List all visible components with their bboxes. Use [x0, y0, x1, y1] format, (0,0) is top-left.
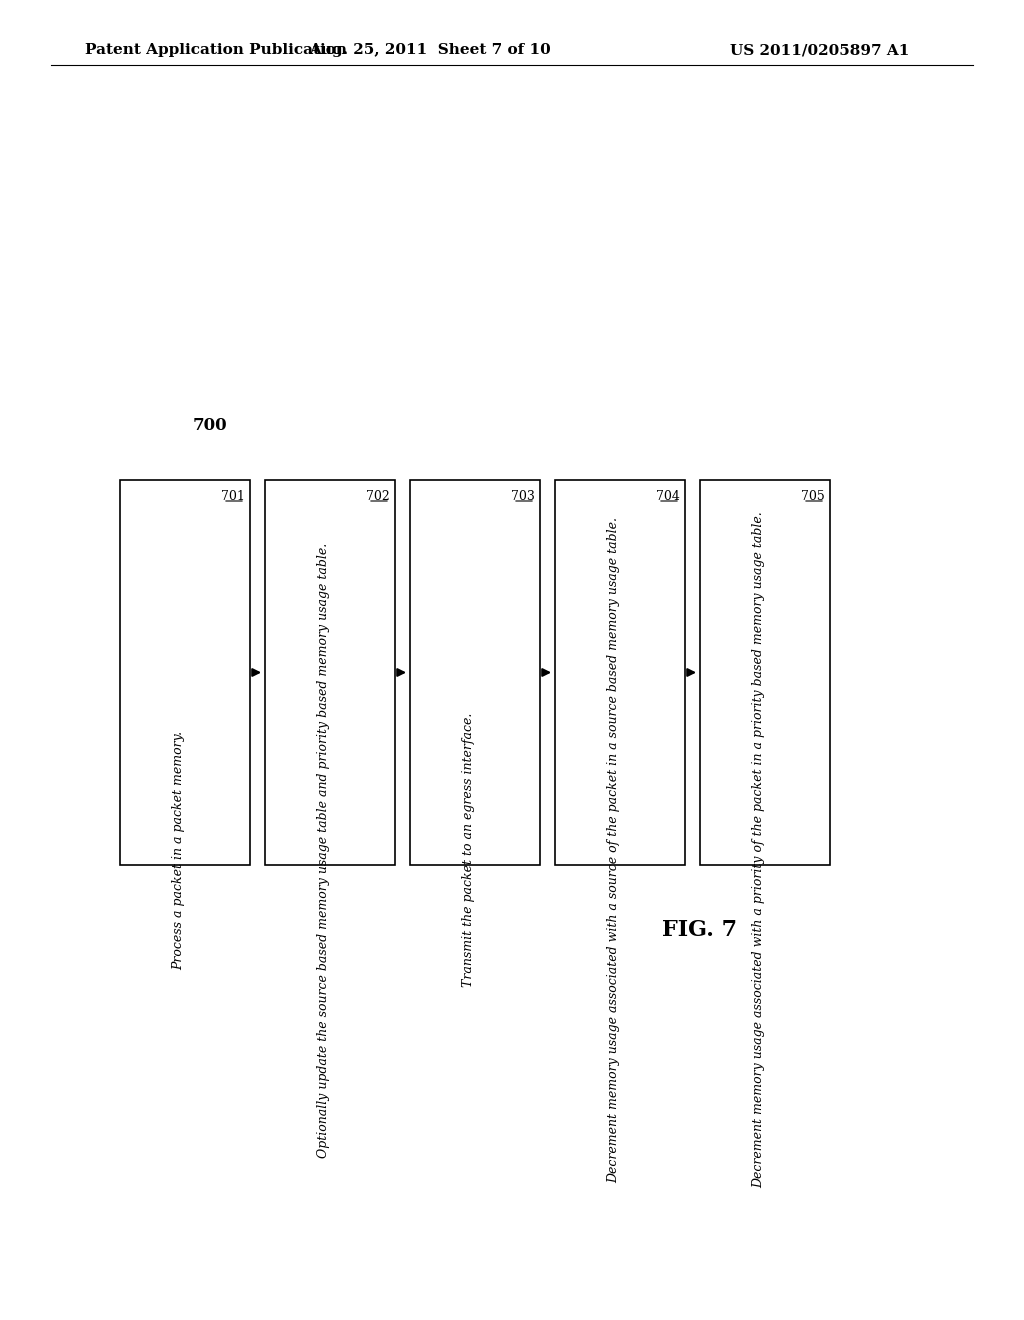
Text: 702: 702: [367, 490, 390, 503]
Text: 704: 704: [656, 490, 680, 503]
FancyBboxPatch shape: [555, 480, 685, 865]
Text: Decrement memory usage associated with a priority of the packet in a priority ba: Decrement memory usage associated with a…: [752, 512, 765, 1188]
Text: Process a packet in a packet memory.: Process a packet in a packet memory.: [172, 730, 185, 970]
FancyBboxPatch shape: [700, 480, 830, 865]
Text: US 2011/0205897 A1: US 2011/0205897 A1: [730, 44, 909, 57]
Text: 700: 700: [193, 417, 227, 433]
Text: Decrement memory usage associated with a source of the packet in a source based : Decrement memory usage associated with a…: [607, 517, 620, 1183]
Text: 703: 703: [511, 490, 535, 503]
Text: Transmit the packet to an egress interface.: Transmit the packet to an egress interfa…: [462, 713, 475, 987]
FancyBboxPatch shape: [410, 480, 540, 865]
FancyBboxPatch shape: [120, 480, 250, 865]
Text: FIG. 7: FIG. 7: [663, 919, 737, 941]
Text: 701: 701: [221, 490, 245, 503]
Text: 705: 705: [801, 490, 825, 503]
FancyBboxPatch shape: [265, 480, 395, 865]
Text: Patent Application Publication: Patent Application Publication: [85, 44, 347, 57]
Text: Optionally update the source based memory usage table and priority based memory : Optionally update the source based memor…: [317, 543, 330, 1158]
Text: Aug. 25, 2011  Sheet 7 of 10: Aug. 25, 2011 Sheet 7 of 10: [309, 44, 551, 57]
